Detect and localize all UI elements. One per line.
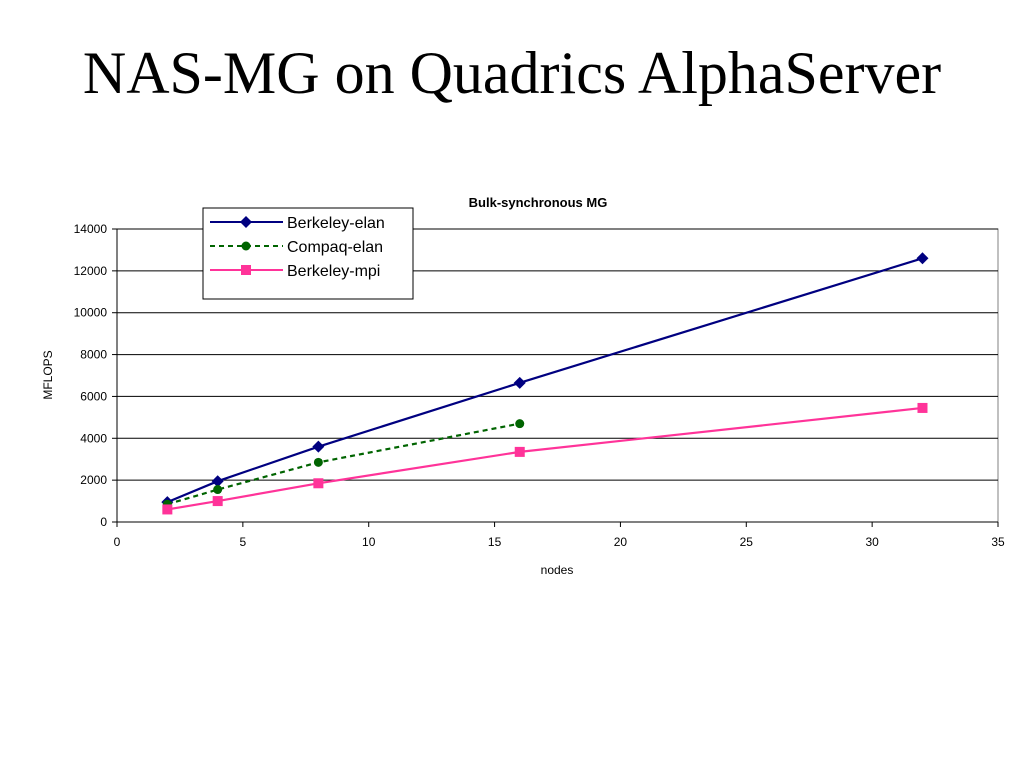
x-tick-label: 0 <box>114 535 121 549</box>
slide-title: NAS-MG on Quadrics AlphaServer <box>82 40 942 106</box>
y-tick-label: 10000 <box>74 306 108 320</box>
data-point <box>162 504 173 515</box>
legend-entry: Berkeley-elan <box>210 215 385 232</box>
y-tick-label: 6000 <box>80 389 107 403</box>
x-tick-label: 5 <box>240 535 247 549</box>
legend-label: Berkeley-mpi <box>287 263 380 280</box>
y-tick-label: 12000 <box>74 264 108 278</box>
y-tick-label: 2000 <box>80 473 107 487</box>
data-point <box>313 457 323 467</box>
axes: 0 2000 4000 6000 8000 10000 12000 14000 0 5 10 15 20… <box>74 222 1005 549</box>
legend-label: Compaq-elan <box>287 239 383 256</box>
x-axis-label: nodes <box>541 563 574 577</box>
legend-entry: Berkeley-mpi <box>210 263 380 280</box>
data-point <box>213 485 223 495</box>
chart-title: Bulk-synchronous MG <box>469 195 608 210</box>
x-tick-label: 15 <box>488 535 502 549</box>
y-tick-label: 14000 <box>74 222 108 236</box>
x-tick-label: 25 <box>740 535 754 549</box>
data-point <box>212 496 223 507</box>
x-tick-label: 20 <box>614 535 628 549</box>
data-point <box>313 478 324 489</box>
y-tick-label: 0 <box>100 515 107 529</box>
y-tick-label: 4000 <box>80 431 107 445</box>
data-point <box>514 446 525 457</box>
y-axis-label: MFLOPS <box>41 350 55 399</box>
series-berkeley-mpi <box>162 402 928 515</box>
series-lines <box>161 252 929 515</box>
legend-label: Berkeley-elan <box>287 215 385 232</box>
legend-marker <box>240 216 252 228</box>
y-tick-label: 8000 <box>80 348 107 362</box>
x-tick-label: 35 <box>991 535 1005 549</box>
legend-marker <box>241 265 251 275</box>
legend-box <box>202 207 414 300</box>
legend-marker <box>241 241 251 251</box>
data-point <box>513 376 526 389</box>
x-tick-label: 10 <box>362 535 376 549</box>
series-line <box>167 422 520 506</box>
x-tick-label: 30 <box>865 535 879 549</box>
legend: Berkeley-elan Compaq-elan Berkeley-mpi <box>202 207 414 300</box>
data-point <box>312 440 325 453</box>
data-point <box>515 419 525 429</box>
legend-entry: Compaq-elan <box>210 239 383 256</box>
data-point <box>916 252 929 265</box>
data-point <box>917 402 928 413</box>
data-point <box>211 475 224 488</box>
